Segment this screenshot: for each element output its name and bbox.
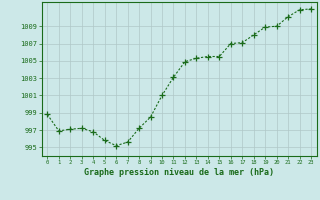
X-axis label: Graphe pression niveau de la mer (hPa): Graphe pression niveau de la mer (hPa) (84, 168, 274, 177)
